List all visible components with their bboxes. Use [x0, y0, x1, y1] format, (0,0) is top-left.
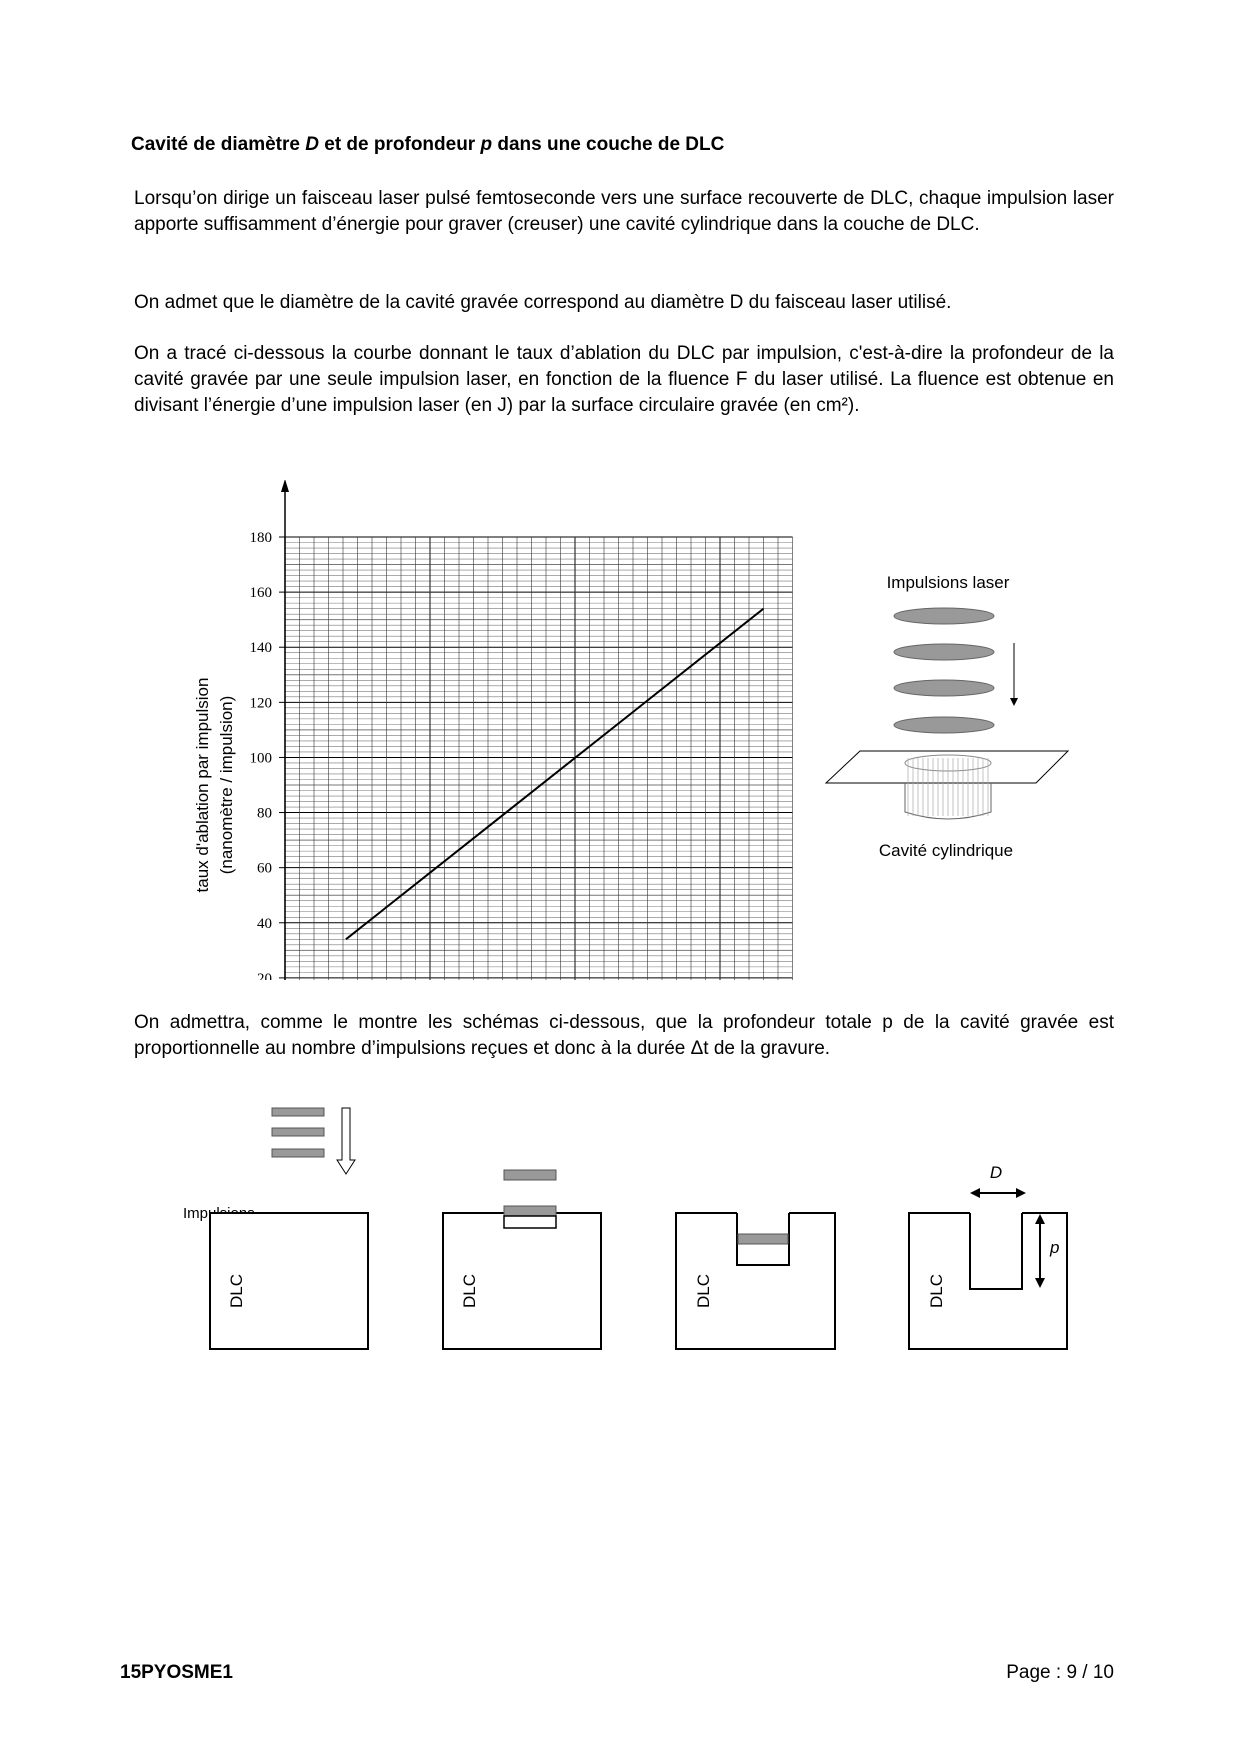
pulses-stack: [271, 1107, 325, 1158]
down-arrow-icon: [1010, 643, 1018, 706]
paragraph-1: Lorsqu’on dirige un faisceau laser pulsé…: [134, 188, 1114, 235]
data-line: [345, 607, 765, 941]
y-tick-label: 80: [257, 806, 272, 822]
D-double-arrow-icon: [970, 1188, 1026, 1198]
dlc-block-2: [442, 1212, 602, 1350]
surface-plane: [824, 750, 1070, 784]
y-axis-label: taux d'ablation par impulsion: [193, 678, 212, 893]
y-tick-label: 160: [250, 585, 273, 601]
page-number: Page : 9 / 10: [1006, 1662, 1114, 1683]
cylinder-cavity: [904, 754, 992, 820]
engraving-schema: Impulsions D p DLC DLC DLC DLC: [183, 1107, 1068, 1350]
paragraph-2: On admet que le diamètre de la cavité gr…: [134, 292, 952, 313]
section-title: Cavité de diamètre D et de profondeur p …: [131, 134, 725, 155]
y-axis-arrow-icon: [281, 480, 289, 492]
D-label: D: [990, 1163, 1002, 1182]
p-label: p: [1049, 1238, 1059, 1257]
y-tick-label: 100: [250, 750, 273, 766]
dlc-label-2: DLC: [460, 1274, 479, 1308]
laser-cavity-figure: Impulsions laser Cavité cylindrique: [824, 573, 1070, 860]
y-tick-label: 120: [250, 695, 273, 711]
down-arrow-icon: [336, 1107, 356, 1175]
y-tick-label: 140: [250, 640, 273, 656]
paragraph-4: On admettra, comme le montre les schémas…: [134, 1012, 1114, 1059]
paragraph-3: On a tracé ci-dessous la courbe donnant …: [134, 343, 1114, 416]
y-tick-label: 40: [257, 916, 272, 932]
dlc-label-3: DLC: [694, 1274, 713, 1308]
y-tick-label: 180: [250, 530, 273, 546]
p-double-arrow-icon: [1035, 1214, 1045, 1288]
laser-pulses: [893, 607, 995, 734]
plot-area: [285, 537, 793, 980]
y-tick-label: 20: [257, 971, 272, 980]
dlc-label-1: DLC: [227, 1274, 246, 1308]
y-axis-label-unit: (nanomètre / impulsion): [217, 696, 236, 875]
document-code: 15PYOSME1: [120, 1662, 233, 1683]
cavite-cylindrique-label: Cavité cylindrique: [879, 841, 1013, 860]
ablation-chart: 0204060801001201401601800123fluence F (J…: [193, 480, 793, 980]
dlc-block-1: [209, 1212, 369, 1350]
y-tick-label: 60: [257, 861, 272, 877]
impulsions-laser-label: Impulsions laser: [887, 573, 1010, 592]
dlc-label-4: DLC: [927, 1274, 946, 1308]
